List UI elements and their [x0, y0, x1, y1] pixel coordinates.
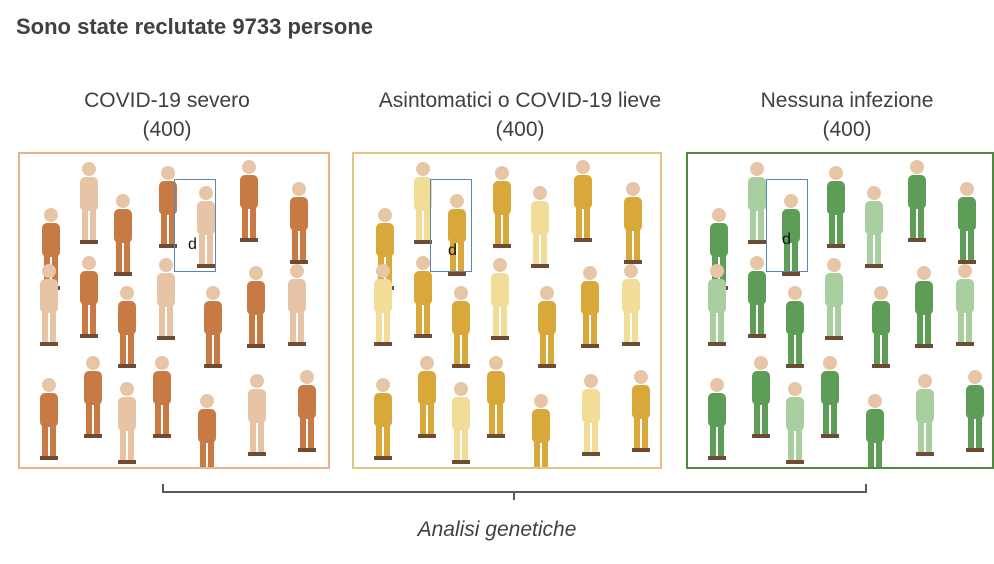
- person-figure-icon: [452, 286, 470, 368]
- person-figure-icon: [532, 394, 550, 467]
- person-figure-icon: [708, 378, 726, 460]
- person-figure-icon: [574, 160, 592, 242]
- person-figure-icon: [374, 264, 392, 346]
- group-count: (400): [142, 118, 192, 141]
- person-figure-icon: [114, 194, 132, 276]
- person-figure-icon: [118, 286, 136, 368]
- person-figure-icon: [204, 286, 222, 368]
- highlighted-person-box: [430, 179, 472, 272]
- panel-none: d: [686, 152, 994, 469]
- person-figure-icon: [752, 356, 770, 438]
- highlight-letter: d: [188, 236, 197, 253]
- person-figure-icon: [872, 286, 890, 368]
- group-label-mild: Asintomatici o COVID-19 lieve (400): [360, 86, 680, 144]
- group-name: Nessuna infezione: [760, 89, 934, 112]
- group-name: COVID-19 severo: [84, 89, 250, 112]
- person-figure-icon: [40, 378, 58, 460]
- person-figure-icon: [298, 370, 316, 452]
- person-figure-icon: [290, 182, 308, 264]
- person-figure-icon: [40, 264, 58, 346]
- highlight-letter: d: [448, 242, 457, 259]
- person-figure-icon: [414, 256, 432, 338]
- person-figure-icon: [414, 162, 432, 244]
- person-figure-icon: [821, 356, 839, 438]
- person-figure-icon: [80, 162, 98, 244]
- person-figure-icon: [624, 182, 642, 264]
- person-figure-icon: [84, 356, 102, 438]
- person-figure-icon: [622, 264, 640, 346]
- footer-caption: Analisi genetiche: [417, 518, 577, 541]
- group-name: Asintomatici o COVID-19 lieve: [378, 89, 662, 112]
- person-figure-icon: [240, 160, 258, 242]
- group-count: (400): [822, 118, 872, 141]
- person-figure-icon: [708, 264, 726, 346]
- crowd-mild: [374, 160, 650, 467]
- person-figure-icon: [966, 370, 984, 452]
- person-figure-icon: [748, 256, 766, 338]
- person-figure-icon: [248, 374, 266, 456]
- group-label-none: Nessuna infezione (400): [687, 86, 994, 144]
- group-count: (400): [495, 118, 545, 141]
- person-figure-icon: [448, 194, 466, 276]
- person-figure-icon: [956, 264, 974, 346]
- person-figure-icon: [493, 166, 511, 248]
- person-figure-icon: [958, 182, 976, 264]
- person-figure-icon: [866, 394, 884, 467]
- page-title: Sono state reclutate 9733 persone: [16, 14, 374, 39]
- person-figure-icon: [247, 266, 265, 348]
- person-figure-icon: [118, 382, 136, 464]
- person-figure-icon: [159, 166, 177, 248]
- person-figure-icon: [916, 374, 934, 456]
- person-figure-icon: [632, 370, 650, 452]
- person-figure-icon: [452, 382, 470, 464]
- person-figure-icon: [418, 356, 436, 438]
- person-figure-icon: [487, 356, 505, 438]
- panel-mild: d: [352, 152, 662, 469]
- person-figure-icon: [908, 160, 926, 242]
- person-figure-icon: [531, 186, 549, 268]
- person-figure-icon: [374, 378, 392, 460]
- person-figure-icon: [197, 186, 215, 268]
- person-figure-icon: [786, 382, 804, 464]
- person-figure-icon: [581, 266, 599, 348]
- person-figure-icon: [153, 356, 171, 438]
- person-figure-icon: [782, 194, 800, 276]
- person-figure-icon: [491, 258, 509, 340]
- highlighted-person-box: [766, 179, 808, 272]
- person-figure-icon: [198, 394, 216, 467]
- person-figure-icon: [825, 258, 843, 340]
- person-figure-icon: [748, 162, 766, 244]
- person-figure-icon: [915, 266, 933, 348]
- person-figure-icon: [157, 258, 175, 340]
- person-figure-icon: [538, 286, 556, 368]
- group-label-severe: COVID-19 severo (400): [7, 86, 327, 144]
- highlighted-person-box: [174, 179, 216, 272]
- person-figure-icon: [582, 374, 600, 456]
- person-figure-icon: [288, 264, 306, 346]
- crowd-none: [708, 160, 984, 467]
- crowd-severe: [40, 160, 316, 467]
- person-figure-icon: [80, 256, 98, 338]
- panel-severe: d: [18, 152, 330, 469]
- person-figure-icon: [786, 286, 804, 368]
- person-figure-icon: [865, 186, 883, 268]
- person-figure-icon: [827, 166, 845, 248]
- highlight-letter: d: [782, 231, 791, 248]
